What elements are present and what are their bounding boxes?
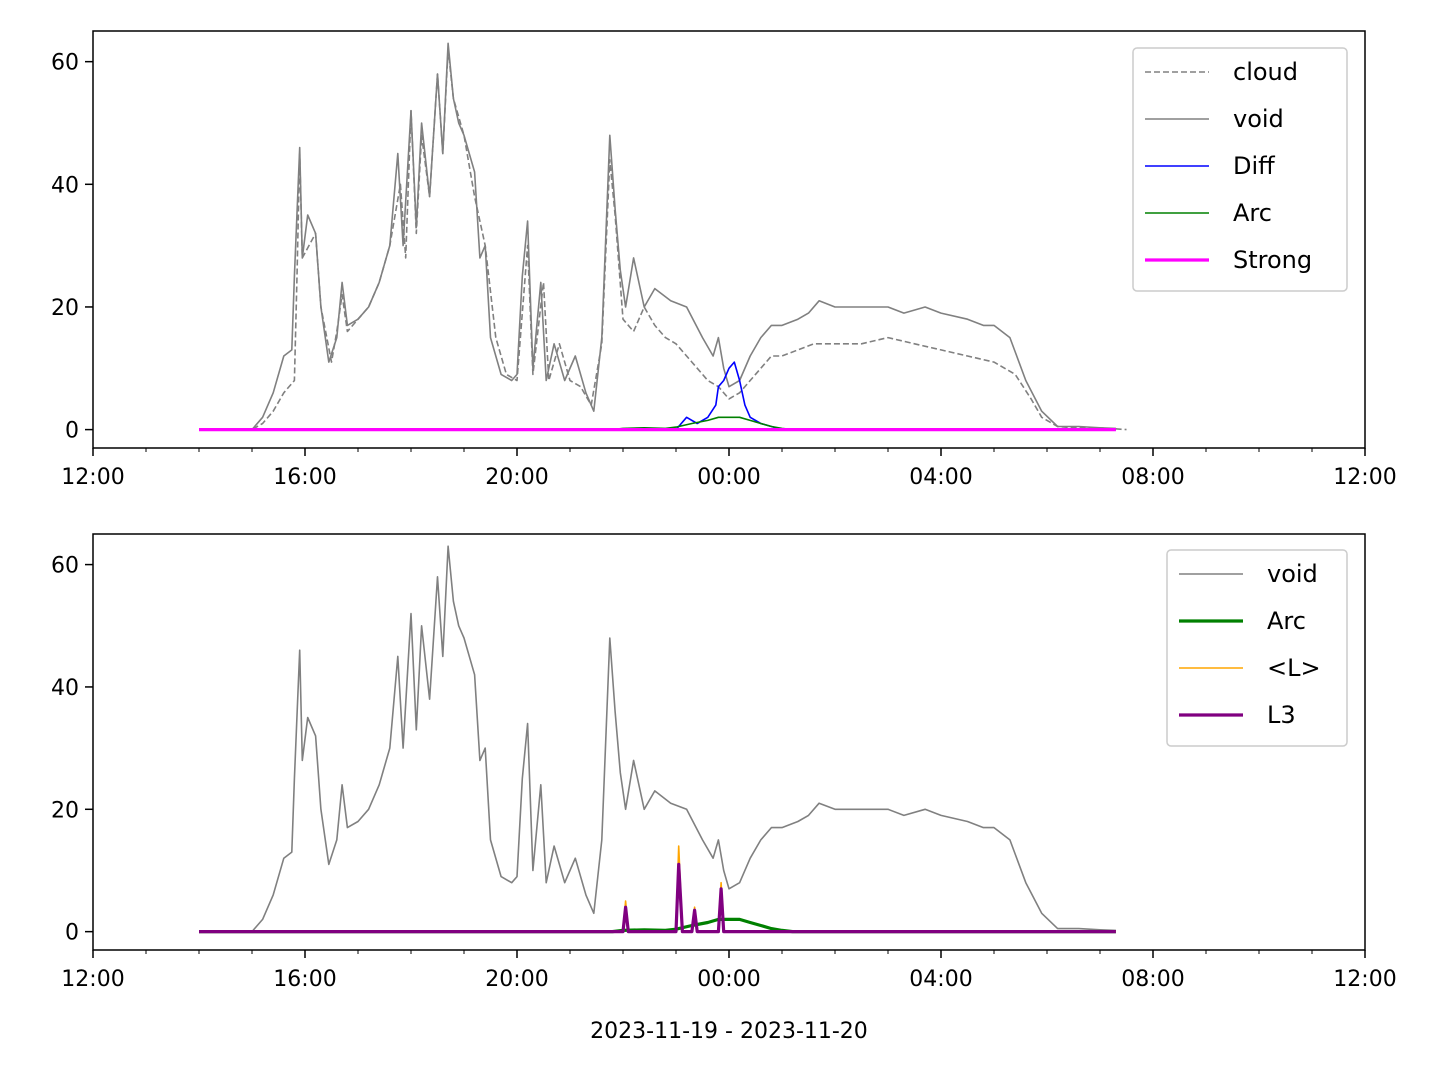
chart-bottom-ticks: 12:00 16:00 20:00 00:00 04:00 08:00 12:00 0 20 40… [51,554,1397,992]
chart-top-legend-label-cloud: cloud [1233,58,1298,86]
chart-bottom-xtick-label: 20:00 [485,967,548,992]
chart-top-legend: cloud void Diff Arc Strong [1132,47,1348,292]
chart-top-ytick-label: 20 [51,296,79,321]
chart-bottom-series-void-line [199,545,1116,933]
chart-top-xtick-label: 20:00 [485,465,548,490]
chart-bottom-xtick-label: 12:00 [61,967,124,992]
chart-bottom-legend-label-arc: Arc [1267,607,1306,635]
chart-bottom-series [199,545,1116,934]
chart-bottom-series-l3-line [199,862,1116,934]
chart-bottom-xtick-label: 12:00 [1333,967,1396,992]
chart-top-xtick-label: 12:00 [61,465,124,490]
chart-top-ytick-label: 0 [65,419,79,444]
chart-bottom-xtick-label: 04:00 [909,967,972,992]
chart-bottom-ytick-label: 0 [65,921,79,946]
chart-bottom-legend-label-l3: L3 [1267,701,1296,729]
chart-top-series-arc-line [199,416,1116,431]
chart-top-ytick-label: 40 [51,173,79,198]
chart-top-series-cloud-line [199,48,1127,431]
chart-top-series-void-line [199,42,1116,431]
chart-bottom-xtick-label: 00:00 [697,967,760,992]
chart-bottom-ytick-label: 20 [51,798,79,823]
chart-top-xtick-label: 12:00 [1333,465,1396,490]
chart-top-series [199,42,1127,432]
chart-top-xtick-label: 08:00 [1121,465,1184,490]
chart-bottom: 12:00 16:00 20:00 00:00 04:00 08:00 12:00 0 20 40… [51,533,1397,1044]
chart-bottom-legend-box [1166,549,1348,747]
chart-bottom-ytick-label: 40 [51,676,79,701]
chart-top-legend-box [1132,47,1348,292]
chart-top-xtick-label: 16:00 [273,465,336,490]
chart-top-legend-label-diff: Diff [1233,152,1275,180]
chart-top-legend-label-strong: Strong [1233,246,1312,274]
chart-bottom-legend: void Arc <L> L3 [1166,549,1348,747]
chart-top-ticks: 12:00 16:00 20:00 00:00 04:00 08:00 12:00 0 20 40… [51,51,1397,490]
chart-top: 12:00 16:00 20:00 00:00 04:00 08:00 12:00 0 20 40… [51,30,1397,490]
chart-top-ytick-label: 60 [51,51,79,76]
chart-top-legend-label-arc: Arc [1233,199,1272,227]
chart-bottom-xlabel: 2023-11-19 - 2023-11-20 [590,1019,868,1044]
chart-bottom-xtick-label: 08:00 [1121,967,1184,992]
chart-top-series-diff-line [199,361,1116,431]
chart-bottom-series-l-line [199,845,1116,933]
chart-bottom-series-arc-line [199,917,1116,934]
chart-top-xtick-label: 00:00 [697,465,760,490]
chart-bottom-legend-label-void: void [1267,560,1318,588]
chart-bottom-ytick-label: 60 [51,554,79,579]
chart-top-xtick-label: 04:00 [909,465,972,490]
chart-top-legend-label-void: void [1233,105,1284,133]
chart-bottom-xtick-label: 16:00 [273,967,336,992]
chart-bottom-legend-label-l: <L> [1267,654,1321,682]
